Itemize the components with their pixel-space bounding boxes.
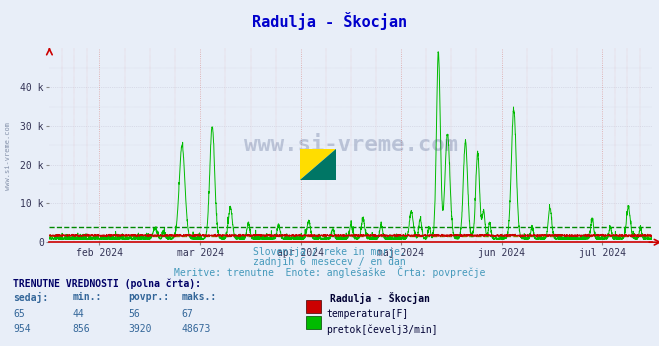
Text: Slovenija / reke in morje.: Slovenija / reke in morje. [253,247,406,257]
Text: zadnjih 6 mesecev / en dan: zadnjih 6 mesecev / en dan [253,257,406,267]
Polygon shape [300,149,336,180]
Text: 48673: 48673 [181,324,211,334]
Text: temperatura[F]: temperatura[F] [326,309,409,319]
Text: Meritve: trenutne  Enote: anglešaške  Črta: povprečje: Meritve: trenutne Enote: anglešaške Črta… [174,266,485,278]
Text: Radulja - Škocjan: Radulja - Škocjan [252,12,407,30]
Text: TRENUTNE VREDNOSTI (polna črta):: TRENUTNE VREDNOSTI (polna črta): [13,279,201,289]
Text: 856: 856 [72,324,90,334]
Text: 954: 954 [13,324,31,334]
Text: povpr.:: povpr.: [129,292,169,302]
Text: min.:: min.: [72,292,102,302]
Polygon shape [300,149,336,180]
Text: 44: 44 [72,309,84,319]
Text: www.si-vreme.com: www.si-vreme.com [5,122,11,190]
Text: maks.:: maks.: [181,292,216,302]
Text: 3920: 3920 [129,324,152,334]
Text: Radulja - Škocjan: Radulja - Škocjan [330,292,430,304]
Text: pretok[čevelj3/min]: pretok[čevelj3/min] [326,324,438,335]
Text: www.si-vreme.com: www.si-vreme.com [244,135,458,155]
Text: 65: 65 [13,309,25,319]
Text: sedaj:: sedaj: [13,292,48,303]
Text: 67: 67 [181,309,193,319]
Polygon shape [300,149,336,180]
Text: 56: 56 [129,309,140,319]
